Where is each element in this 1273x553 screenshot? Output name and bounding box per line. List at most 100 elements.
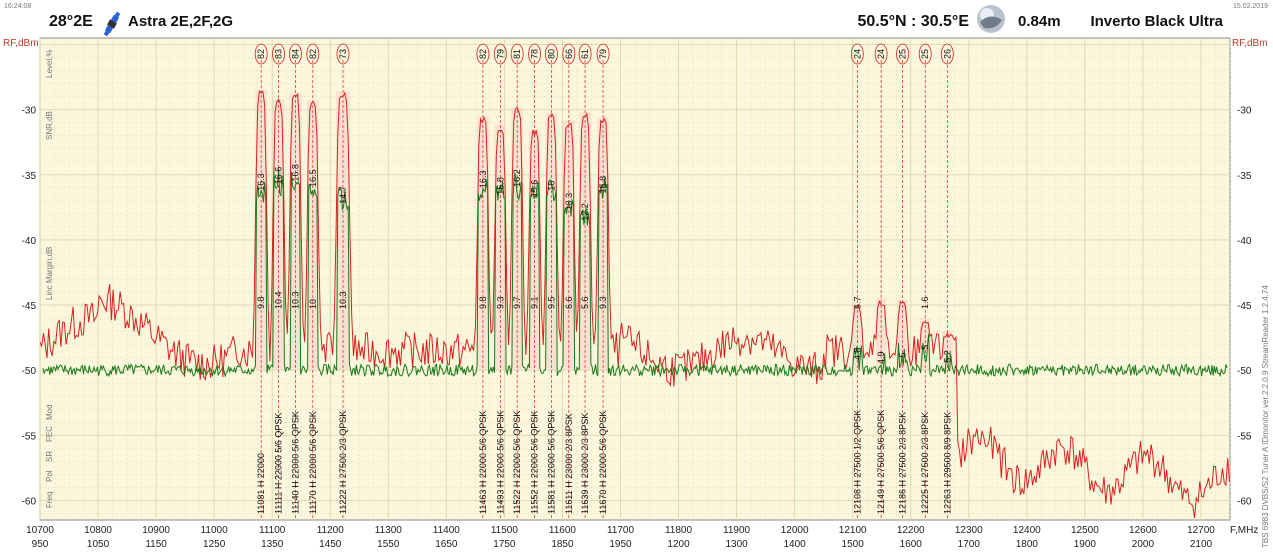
- x-tick-label: 11400: [433, 525, 461, 536]
- x-tick-label: 12100: [839, 525, 867, 536]
- y-tick-label-right: -55: [1237, 431, 1252, 442]
- transponder-params: 12263 H 29500 8/9 8PSK: [942, 412, 952, 514]
- header-bar: [0, 0, 1273, 36]
- snr-line: [42, 168, 1228, 378]
- x-tick-label: 12200: [897, 525, 925, 536]
- transponder-params: 11552 H 22000 5/6 QPSK: [530, 411, 540, 514]
- location-label: 50.5°N : 30.5°E: [857, 13, 969, 30]
- y-tick-label-right: -60: [1237, 496, 1252, 507]
- snr-value: 5.2: [942, 350, 952, 363]
- band-fill: [528, 129, 541, 371]
- level-oval: [918, 43, 932, 65]
- snr-value: 13.3: [564, 193, 574, 211]
- margin-value: 6.6: [564, 297, 574, 310]
- x-tick-label: 11300: [375, 525, 403, 536]
- level-oval: [306, 43, 320, 65]
- software-label: TBS 6983 DVBS/S2 Tuner A IDmonitor ver.2…: [1261, 285, 1270, 548]
- y-tick-label-left: -40: [22, 236, 37, 247]
- level-value: 26: [942, 49, 952, 59]
- level-value: 61: [580, 49, 590, 59]
- transponder-params: 11222 H 27500 2/3 QPSK: [338, 411, 348, 514]
- transponder-params: 11522 H 22000 5/6 QPSK: [512, 411, 522, 514]
- y-tick-label-left: -30: [22, 106, 37, 117]
- x-tick-label: 12400: [1013, 525, 1041, 536]
- y-tick-label-left: -50: [22, 366, 37, 377]
- transponder-params: 12108 H 27500 1/2 QPSK: [852, 410, 862, 514]
- transponder-params: 11493 H 22000 5/6 QPSK: [495, 411, 505, 514]
- transponder-params: 11463 H 22000 5/6 QPSK: [478, 411, 488, 514]
- x-tick-label: 11900: [723, 525, 751, 536]
- level-value: 82: [308, 49, 318, 59]
- level-oval: [562, 43, 576, 65]
- satellite-icon: [103, 11, 121, 37]
- if-tick-label: 1250: [203, 539, 226, 550]
- x-tick-label: 10800: [84, 525, 112, 536]
- level-value: 84: [290, 49, 300, 59]
- snr-value: 12.2: [580, 203, 590, 221]
- level-value: 25: [920, 49, 930, 59]
- level-value: 83: [274, 49, 284, 59]
- y-tick-label-left: -60: [22, 496, 37, 507]
- level-oval: [896, 43, 910, 65]
- level-oval: [289, 43, 302, 65]
- if-tick-label: 2000: [1132, 539, 1155, 550]
- transponder-params: 11670 H 22000 5/6 QPSK: [598, 411, 608, 514]
- transponder-params: 11140 H 22000 5/6 QPSK: [290, 411, 300, 514]
- y-tick-label-left: -35: [22, 171, 37, 182]
- transponder-params: 11170 H 22000 5/6 QPSK: [308, 411, 318, 514]
- x-tick-label: 12700: [1187, 525, 1215, 536]
- rf-axis-label-right: RF,dBm: [1232, 38, 1268, 49]
- pol-label: Pol: [45, 470, 54, 482]
- margin-value: 10.4: [274, 292, 284, 310]
- if-tick-label: 2100: [1190, 539, 1213, 550]
- snr-value: 16: [546, 181, 556, 191]
- margin-value: 9.7: [512, 297, 522, 310]
- satellite-name: Astra 2E,2F,2G: [128, 13, 233, 30]
- level-value: 24: [876, 49, 886, 59]
- snr-value: 15.8: [495, 177, 505, 195]
- x-tick-label: 11700: [607, 525, 635, 536]
- level-oval: [528, 43, 541, 65]
- level-value: 82: [256, 49, 266, 59]
- transponder-params: 12186 H 27500 2/3 8PSK: [898, 412, 908, 514]
- snr-label: SNR,dB: [45, 111, 54, 140]
- freq-label: Freq: [45, 492, 54, 508]
- if-tick-label: 1500: [842, 539, 865, 550]
- x-tick-label: 11100: [259, 525, 286, 536]
- level-oval: [254, 43, 268, 65]
- level-oval: [336, 43, 350, 65]
- transponder-marks: 82 16.3 9.8 11081 H 22000 83 16.6 10.4 11111 H …: [254, 43, 954, 514]
- level-oval: [850, 43, 864, 65]
- snr-value: 16.6: [274, 167, 284, 185]
- snr-value: 16.3: [478, 171, 488, 189]
- snr-value: 15.6: [530, 180, 540, 198]
- if-tick-label: 1350: [261, 539, 284, 550]
- level-oval: [545, 43, 558, 65]
- f-unit-label: F,MHz: [1230, 525, 1258, 536]
- if-tick-label: 1800: [1016, 539, 1039, 550]
- level-oval: [493, 43, 507, 65]
- x-tick-label: 12500: [1071, 525, 1099, 536]
- x-tick-label: 11600: [549, 525, 577, 536]
- level-value: 25: [898, 49, 908, 59]
- y-tick-label-right: -45: [1237, 301, 1252, 312]
- level-label: Level,%: [45, 50, 54, 78]
- y-tick-label-left: -45: [22, 301, 37, 312]
- if-tick-label: 1050: [87, 539, 110, 550]
- y-tick-label-right: -40: [1237, 236, 1252, 247]
- x-tick-label: 11800: [665, 525, 693, 536]
- satellite-position: 28°2E: [49, 13, 93, 30]
- margin-value: 10.3: [290, 292, 300, 310]
- y-tick-label-left: -55: [22, 431, 37, 442]
- date-label: 15.02.2019: [1233, 3, 1268, 10]
- level-value: 80: [546, 49, 556, 59]
- margin-value: 1.6: [920, 297, 930, 310]
- transponder-params: 12225 H 27500 2/3 8PSK: [920, 412, 930, 514]
- snr-value: 14.7: [338, 186, 348, 204]
- level-oval: [272, 43, 285, 65]
- if-tick-label: 1450: [319, 539, 342, 550]
- if-tick-label: 1650: [435, 539, 458, 550]
- x-tick-label: 10700: [26, 525, 54, 536]
- margin-value: 5.6: [580, 297, 590, 310]
- transponder-params: 11111 H 22000 5/6 QPSK: [274, 413, 284, 514]
